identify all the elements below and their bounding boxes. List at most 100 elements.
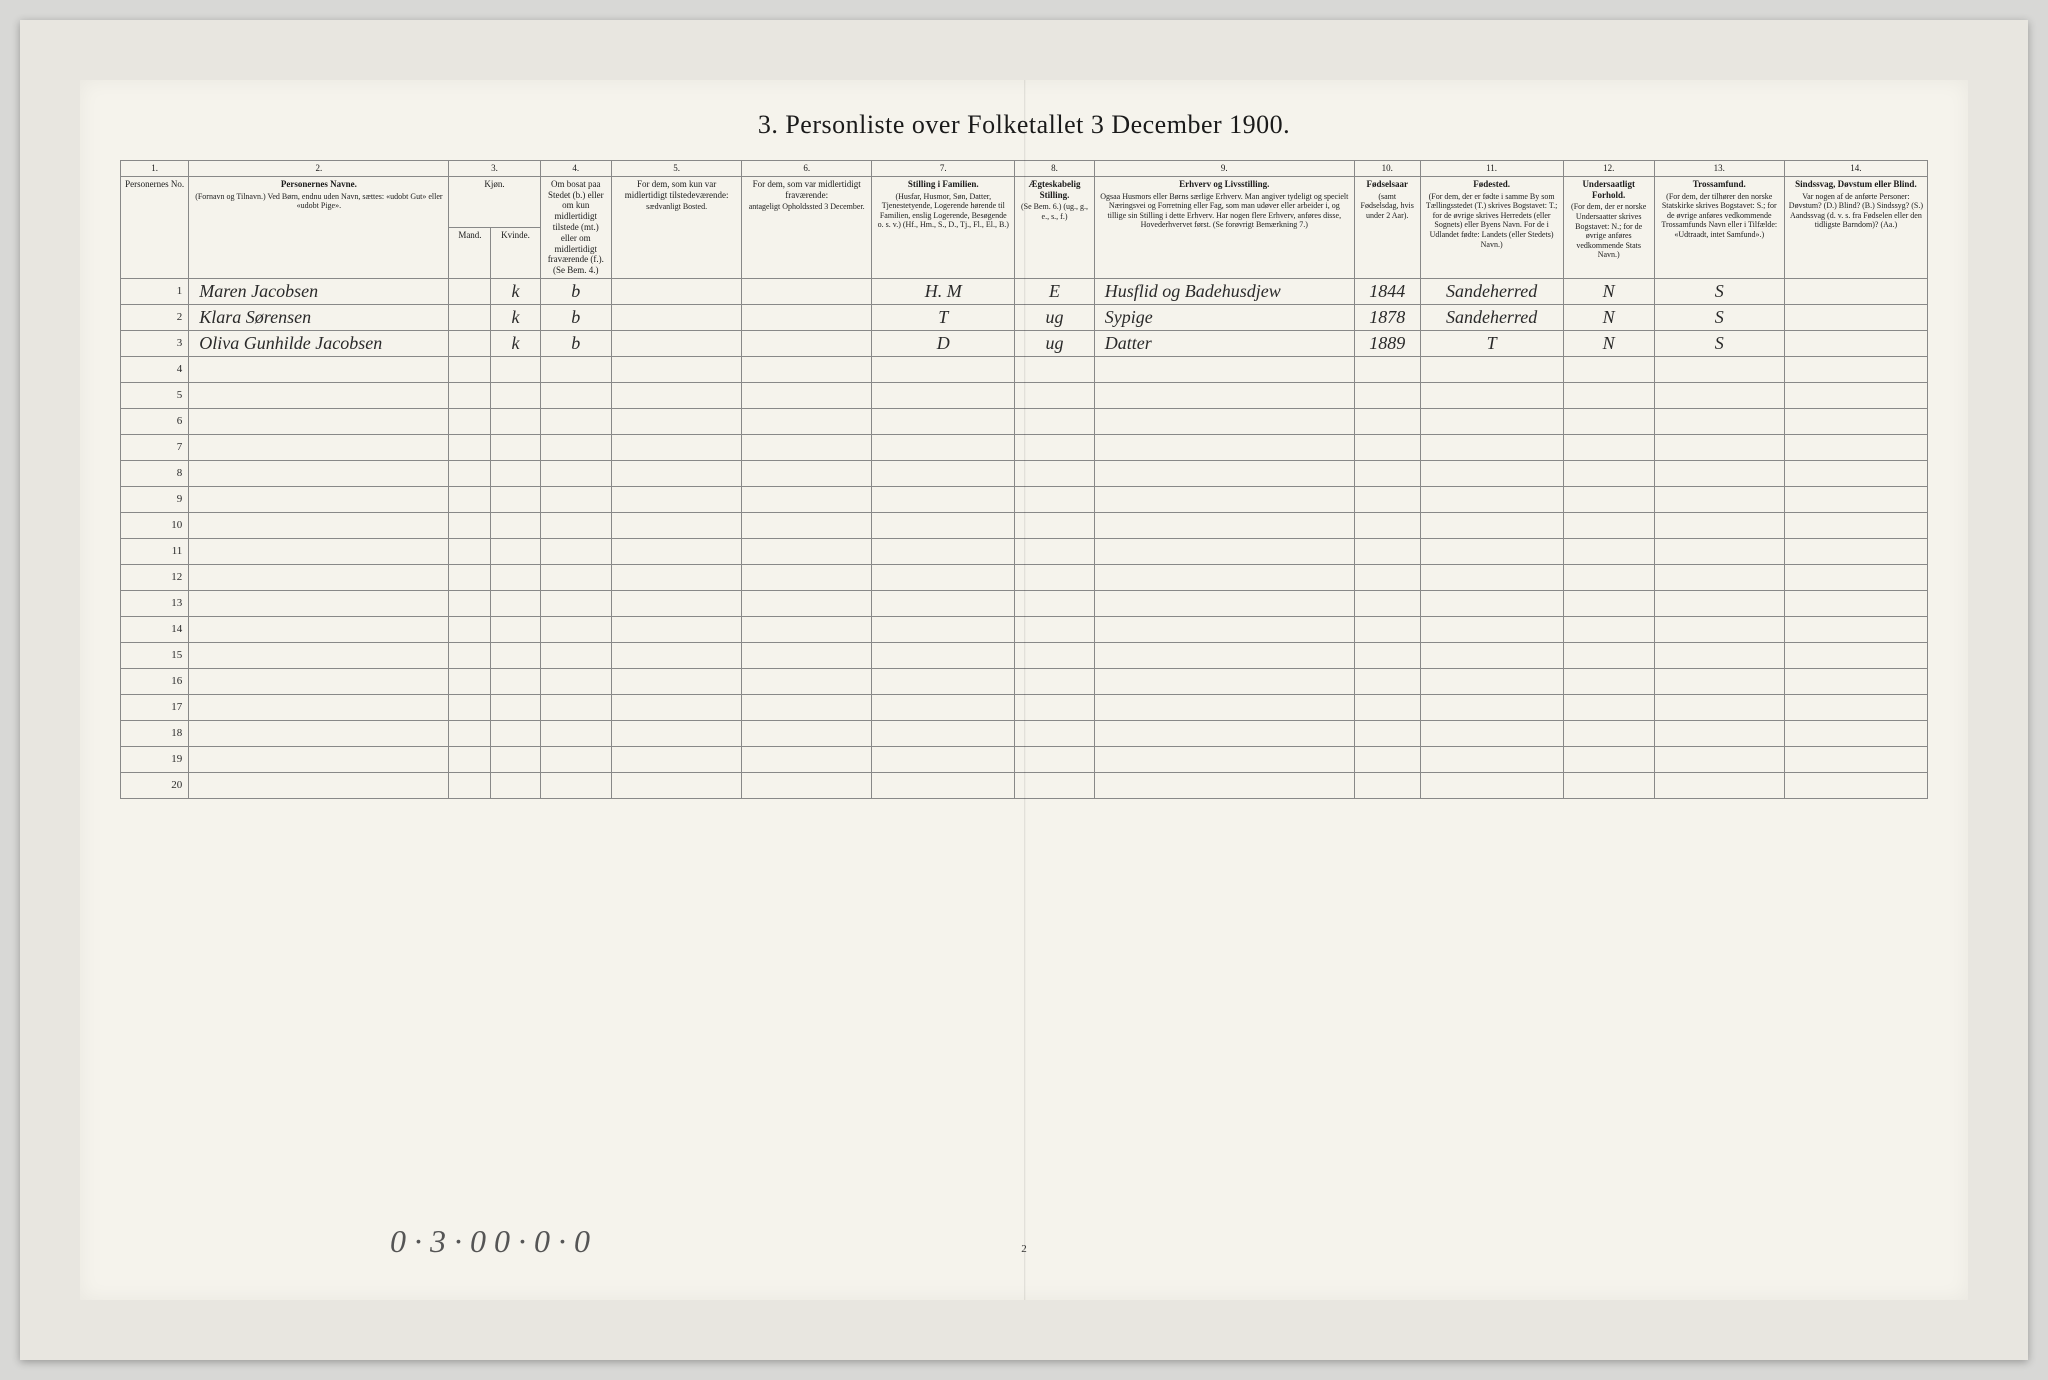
cell-empty	[612, 538, 742, 564]
table-row-empty: 4	[121, 356, 1928, 382]
cell-empty	[1563, 486, 1654, 512]
scan-page: 3. Personliste over Folketallet 3 Decemb…	[20, 20, 2028, 1360]
cell-empty	[1654, 382, 1784, 408]
col-num-6: 6.	[742, 161, 872, 177]
table-row-empty: 10	[121, 512, 1928, 538]
header-label: For dem, som kun var midlertidigt tilste…	[625, 179, 729, 200]
cell-empty	[1654, 694, 1784, 720]
cell-empty	[1563, 382, 1654, 408]
cell-empty	[1354, 408, 1420, 434]
cell-empty	[1563, 408, 1654, 434]
cell-empty	[742, 382, 872, 408]
cell-empty	[1563, 616, 1654, 642]
cell-empty	[1420, 616, 1563, 642]
cell-empty	[612, 434, 742, 460]
cell-empty	[1563, 538, 1654, 564]
header-label: Erhverv og Livsstilling.	[1179, 179, 1269, 189]
cell-empty	[491, 694, 540, 720]
header-label: Personernes Navne.	[281, 179, 357, 189]
cell-empty	[449, 538, 491, 564]
cell-empty	[1354, 668, 1420, 694]
table-row-empty: 18	[121, 720, 1928, 746]
cell-empty	[1654, 772, 1784, 798]
cell-empty	[189, 408, 449, 434]
cell-num: 17	[121, 694, 189, 720]
cell-num: 6	[121, 408, 189, 434]
cell-empty	[1354, 642, 1420, 668]
cell-empty	[1420, 668, 1563, 694]
cell-empty	[1354, 382, 1420, 408]
cell-empty	[540, 772, 612, 798]
cell-empty	[742, 590, 872, 616]
cell-empty	[1015, 772, 1094, 798]
cell-empty	[1420, 382, 1563, 408]
cell-empty	[189, 590, 449, 616]
table-row: 3Oliva Gunhilde JacobsenkbDugDatter1889T…	[121, 330, 1928, 356]
cell-empty	[1784, 616, 1927, 642]
cell-empty	[491, 720, 540, 746]
cell-empty	[1563, 642, 1654, 668]
cell-empty	[872, 642, 1015, 668]
cell-empty	[1784, 694, 1927, 720]
cell-disability	[1784, 278, 1927, 304]
cell-empty	[189, 720, 449, 746]
cell-empty	[1784, 564, 1927, 590]
header-temp-absent: For dem, som var midlertidigt fraværende…	[742, 176, 872, 278]
cell-empty	[872, 408, 1015, 434]
cell-num: 5	[121, 382, 189, 408]
table-body: 1Maren JacobsenkbH. MEHusflid og Badehus…	[121, 278, 1928, 798]
cell-birthyear: 1878	[1354, 304, 1420, 330]
cell-empty	[742, 408, 872, 434]
cell-residence: b	[540, 330, 612, 356]
cell-empty	[1015, 668, 1094, 694]
cell-empty	[872, 382, 1015, 408]
cell-empty	[612, 642, 742, 668]
cell-empty	[491, 538, 540, 564]
table-row-empty: 8	[121, 460, 1928, 486]
table-row-empty: 9	[121, 486, 1928, 512]
cell-empty	[1420, 486, 1563, 512]
cell-empty	[1654, 590, 1784, 616]
cell-empty	[1563, 434, 1654, 460]
cell-empty	[1563, 356, 1654, 382]
cell-num: 10	[121, 512, 189, 538]
table-row-empty: 5	[121, 382, 1928, 408]
cell-num: 12	[121, 564, 189, 590]
cell-empty	[1563, 720, 1654, 746]
col-num-3: 3.	[449, 161, 540, 177]
cell-num: 15	[121, 642, 189, 668]
cell-empty	[872, 772, 1015, 798]
cell-empty	[1784, 720, 1927, 746]
header-sublabel: (Husfar, Husmor, Søn, Datter, Tjenestety…	[876, 192, 1010, 230]
header-label: Undersaatligt Forhold.	[1582, 179, 1635, 200]
cell-empty	[1420, 512, 1563, 538]
cell-empty	[1094, 694, 1354, 720]
cell-empty	[1420, 408, 1563, 434]
cell-empty	[1015, 486, 1094, 512]
cell-empty	[540, 668, 612, 694]
table-row-empty: 14	[121, 616, 1928, 642]
header-position: Stilling i Familien. (Husfar, Husmor, Sø…	[872, 176, 1015, 278]
cell-empty	[1563, 746, 1654, 772]
cell-empty	[872, 590, 1015, 616]
cell-empty	[449, 642, 491, 668]
cell-empty	[1094, 356, 1354, 382]
cell-empty	[1563, 590, 1654, 616]
cell-empty	[491, 616, 540, 642]
cell-empty	[1654, 668, 1784, 694]
header-sex: Kjøn.	[449, 176, 540, 227]
col-num-10: 10.	[1354, 161, 1420, 177]
cell-num: 19	[121, 746, 189, 772]
cell-birthplace: Sandeherred	[1420, 304, 1563, 330]
cell-empty	[449, 616, 491, 642]
cell-empty	[1354, 486, 1420, 512]
cell-empty	[612, 668, 742, 694]
cell-empty	[612, 382, 742, 408]
cell-empty	[872, 434, 1015, 460]
cell-empty	[189, 512, 449, 538]
cell-empty	[1015, 642, 1094, 668]
cell-empty	[1094, 382, 1354, 408]
cell-empty	[742, 668, 872, 694]
cell-temp-present	[612, 304, 742, 330]
cell-num: 7	[121, 434, 189, 460]
